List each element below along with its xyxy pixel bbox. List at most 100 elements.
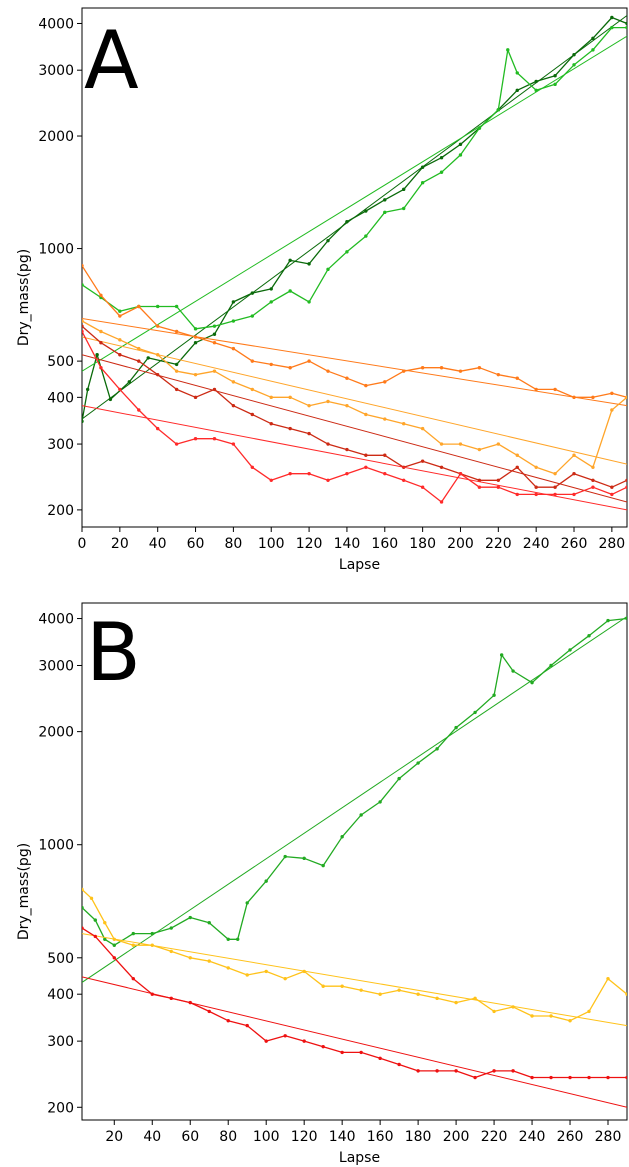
y-tick-label: 200 (47, 503, 74, 519)
series-6-point (477, 485, 482, 489)
series-2-point (245, 973, 249, 977)
series-5-point (610, 485, 614, 489)
series-2-point (250, 314, 255, 318)
series-1-point (146, 356, 150, 360)
series-3-point (99, 293, 103, 297)
series-1-point (82, 905, 84, 910)
series-2-point (439, 170, 444, 174)
series-5-point (364, 453, 368, 457)
series-3-point (82, 926, 84, 930)
series-line-3 (82, 265, 627, 398)
series-2-point (506, 48, 510, 52)
series-3-point (591, 395, 595, 400)
series-2-point (420, 181, 425, 185)
y-tick-label: 1000 (38, 838, 74, 854)
series-1-point (473, 710, 477, 715)
x-tick-label: 160 (371, 536, 398, 552)
series-5-point (231, 403, 236, 408)
series-2-point (625, 992, 627, 996)
series-3-point (226, 1019, 230, 1023)
series-6-point (155, 426, 160, 431)
series-5-point (82, 324, 84, 328)
trend-line-1 (82, 616, 627, 983)
series-3-point (93, 934, 97, 939)
series-1-point (511, 669, 515, 673)
series-4-point (439, 442, 444, 446)
y-tick-label: 4000 (38, 16, 74, 32)
trend-line-2 (82, 35, 627, 372)
series-1-point (553, 73, 557, 78)
x-tick-label: 280 (598, 536, 625, 552)
series-1-point (245, 901, 249, 905)
series-4-point (174, 369, 179, 373)
x-tick-label: 60 (181, 1129, 199, 1145)
trend-line-1 (82, 15, 627, 420)
series-3-point (137, 304, 141, 309)
trend-line-5 (82, 354, 627, 503)
x-tick-label: 200 (447, 536, 474, 552)
series-line-2 (82, 889, 627, 1022)
series-4-point (383, 417, 387, 421)
series-6-point (269, 478, 273, 482)
panel-a: 200 300 400 500 1000 2000 3000 4000 0 20 40 60 80 100… (16, 7, 628, 573)
series-4-point (625, 395, 627, 400)
series-2-point (321, 984, 325, 988)
series-5-point (625, 478, 627, 482)
series-3-point (383, 380, 387, 384)
series-3-point (416, 1069, 420, 1073)
series-5-point (269, 422, 273, 426)
x-axis-label: Lapse (339, 557, 380, 573)
series-3-point (118, 314, 122, 318)
plot-frame (81, 602, 628, 1121)
series-2-point (174, 304, 179, 309)
series-3-point (302, 1039, 306, 1043)
series-1-point (288, 258, 292, 263)
series-2-point (378, 992, 382, 996)
y-tick-label: 400 (47, 987, 74, 1003)
x-tick-label: 120 (291, 1129, 318, 1145)
series-4-point (534, 465, 538, 469)
series-2-point (591, 48, 595, 52)
series-1-point (131, 931, 135, 936)
series-1-point (93, 918, 97, 922)
series-3-point (326, 369, 330, 373)
series-3-point (511, 1069, 515, 1073)
series-1-point (326, 238, 330, 243)
y-tick-label: 3000 (38, 658, 74, 674)
series-3-point (420, 366, 425, 370)
x-tick-label: 140 (334, 536, 361, 552)
x-tick-label: 100 (258, 536, 285, 552)
series-3-point (245, 1023, 249, 1028)
series-2-point (383, 210, 387, 215)
series-2-point (473, 996, 477, 1001)
series-3-point (625, 1075, 627, 1080)
series-1-point (340, 835, 344, 839)
series-5-point (496, 478, 501, 482)
series-1-point (397, 776, 401, 781)
series-1-point (193, 341, 198, 345)
trend-line-4 (82, 336, 627, 465)
series-2-point (155, 304, 160, 309)
series-6-point (496, 485, 501, 489)
y-axis-label: Dry_mass(pg) (16, 249, 32, 346)
series-3-point (473, 1075, 477, 1080)
series-3-point (82, 263, 84, 268)
series-1-point (236, 937, 240, 942)
x-tick-label: 60 (187, 536, 205, 552)
series-1-point (188, 915, 192, 920)
series-4-point (137, 346, 141, 351)
series-1-point (169, 926, 173, 930)
series-1-point (435, 747, 439, 751)
trend-line-3 (82, 976, 627, 1108)
series-3-point (212, 341, 217, 345)
x-tick-label: 0 (78, 536, 87, 552)
y-tick-label: 200 (47, 1100, 74, 1116)
series-4-point (231, 380, 236, 384)
series-1-point (439, 156, 444, 160)
series-2-point (435, 996, 439, 1001)
series-3-point (378, 1056, 382, 1061)
series-3-point (530, 1075, 534, 1080)
series-4-point (496, 442, 501, 446)
series-3-point (112, 956, 116, 960)
series-2-point (193, 327, 198, 331)
